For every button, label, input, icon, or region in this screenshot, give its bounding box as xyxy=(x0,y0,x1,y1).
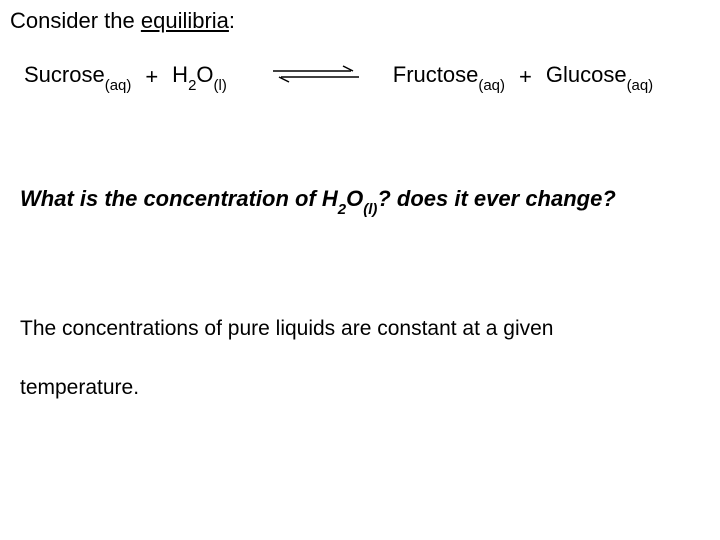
product-1: Fructose(aq) xyxy=(393,62,505,91)
reactant-2-sub1: 2 xyxy=(188,77,196,94)
question-sub1: 2 xyxy=(338,201,346,218)
product-1-state: (aq) xyxy=(478,77,505,94)
product-1-name: Fructose xyxy=(393,62,479,87)
product-2-state: (aq) xyxy=(627,77,654,94)
reactant-2-state: (l) xyxy=(214,77,227,94)
product-2: Glucose(aq) xyxy=(546,62,653,91)
reactant-1-state: (aq) xyxy=(105,77,132,94)
product-2-name: Glucose xyxy=(546,62,627,87)
question-prefix: What is the concentration of H xyxy=(20,186,338,211)
question-suffix: ? does it ever change? xyxy=(377,186,615,211)
reactant-1-name: Sucrose xyxy=(24,62,105,87)
reactant-2: H2O(l) xyxy=(172,62,227,91)
heading-prefix: Consider the xyxy=(10,8,141,33)
question-mid: O xyxy=(346,186,363,211)
answer-line-1: The concentrations of pure liquids are c… xyxy=(20,300,710,359)
reactant-2-prefix: H xyxy=(172,62,188,87)
equation: Sucrose(aq) + H2O(l) Fructose(aq) + Gluc… xyxy=(10,62,710,91)
plus-1: + xyxy=(145,64,158,90)
reactant-1: Sucrose(aq) xyxy=(24,62,131,91)
equilibrium-arrow-icon xyxy=(271,64,361,90)
heading-underlined: equilibria xyxy=(141,8,229,33)
heading: Consider the equilibria: xyxy=(10,8,710,34)
question: What is the concentration of H2O(l)? doe… xyxy=(10,186,710,215)
answer: The concentrations of pure liquids are c… xyxy=(10,300,710,418)
plus-2: + xyxy=(519,64,532,90)
reactant-2-mid: O xyxy=(196,62,213,87)
question-state: (l) xyxy=(363,201,377,218)
heading-suffix: : xyxy=(229,8,235,33)
answer-line-2: temperature. xyxy=(20,359,710,418)
